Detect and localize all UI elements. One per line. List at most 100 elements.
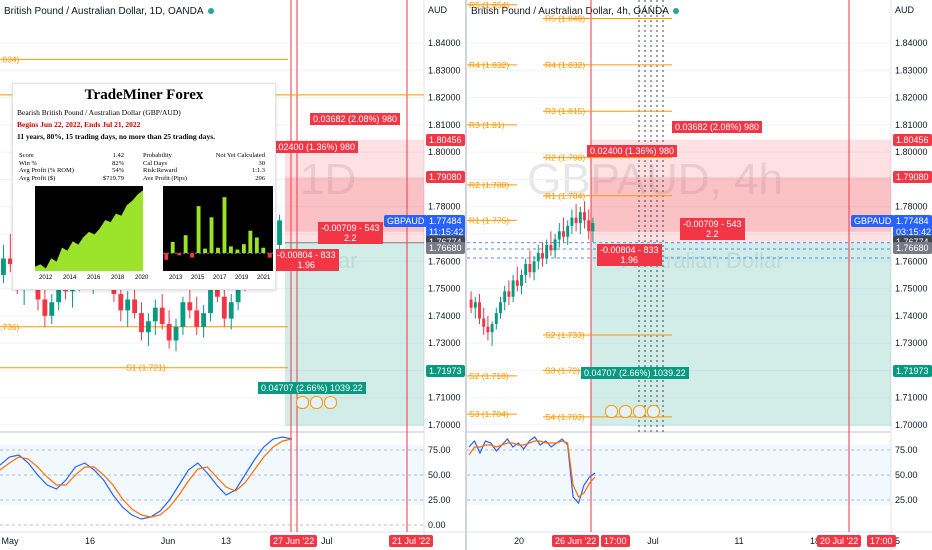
bar-mark <box>248 230 253 254</box>
price-tick-label: 1.80000 <box>895 147 928 157</box>
pivot-label: S3 (1.72) <box>545 365 580 375</box>
candle-body <box>277 220 282 245</box>
measurement-label: 0.02400 (1.36%) 980 <box>587 145 678 157</box>
bar-mark <box>164 253 169 260</box>
bar-mark <box>216 247 220 254</box>
candle-body <box>166 324 172 341</box>
symbol-title: British Pound / Australian Dollar, 4h, O… <box>471 6 669 17</box>
pivot-label: .736) <box>0 322 20 332</box>
bar-mark <box>229 246 233 254</box>
time-tag: 20 Jul '22 <box>817 535 862 547</box>
flag-icon[interactable] <box>633 405 646 418</box>
price-tag: GBPAUD <box>384 214 428 227</box>
stoch-k-line <box>0 436 293 520</box>
stoch-band <box>0 445 424 505</box>
price-tick-label: 1.82000 <box>428 93 461 103</box>
price-tick-label: 1.75000 <box>895 284 928 294</box>
stat-key: Score <box>19 152 34 159</box>
measurement-value: 0.03682 (2.08%) 980 <box>675 122 760 132</box>
flag-icon[interactable] <box>619 405 632 418</box>
flag-icon[interactable] <box>310 396 323 409</box>
event-icons[interactable] <box>605 405 661 418</box>
price-tag: 1.77484 <box>893 214 932 227</box>
stat-row: Win % 82% <box>19 160 127 168</box>
candle-body <box>499 302 502 314</box>
stat-key: Win % <box>19 159 37 167</box>
price-tick-label: 1.83000 <box>895 65 928 75</box>
flag-icon[interactable] <box>296 396 309 409</box>
flag-icon[interactable] <box>324 396 337 409</box>
candle-body <box>145 321 151 333</box>
candle-body <box>583 212 586 221</box>
bar-mark <box>190 253 195 258</box>
stat-key: Probability <box>143 152 172 159</box>
candle-body <box>486 326 490 333</box>
measurement-value: 0.02400 (1.36%) 980 <box>271 142 356 152</box>
time-tick-label: 18 <box>810 536 820 546</box>
candle-body <box>562 231 565 237</box>
stoch-d-line <box>468 440 596 498</box>
price-tick-label: 1.84000 <box>895 38 928 48</box>
time-tag: Jul <box>321 536 333 546</box>
measurement-ratio: 2.2 <box>706 229 719 239</box>
price-tick-label: 1.75000 <box>428 284 461 294</box>
stat-row: Score 1.42 <box>19 152 127 160</box>
chart-panel-4h[interactable]: British Pound / Australian Dollar, 4h, O… <box>467 0 932 550</box>
price-tag: 1.76680 <box>426 241 465 254</box>
stat-value: $719.79 <box>102 174 124 182</box>
card-line3: 11 years, 80%, 15 trading days, no more … <box>17 132 216 141</box>
flag-icon[interactable] <box>647 405 660 418</box>
flag-icon[interactable] <box>605 405 618 418</box>
stats-left: Score 1.42 Win % 82% Avg Profit (% ROM) 54% Av… <box>19 152 127 182</box>
candle-body <box>473 302 477 308</box>
candle-body <box>1 258 6 275</box>
measurement-label: 0.04707 (2.66%) 1039.22 <box>581 367 689 379</box>
bar-mark <box>261 247 266 254</box>
price-tick-label: 1.73000 <box>428 338 461 348</box>
stat-row: Probability Not Yet Calculated <box>143 152 268 160</box>
pivot-label: R5 (1.849) <box>545 13 585 23</box>
bar-year-label: 2017 <box>213 275 227 281</box>
stat-row: Avg Profit ($) $719.79 <box>19 175 127 183</box>
price-tick-label: 1.71000 <box>428 393 461 403</box>
bar-mark <box>196 206 201 254</box>
time-tag: 17:00 <box>601 535 630 547</box>
candle-body <box>553 239 557 251</box>
price-tag: 1.80456 <box>893 133 932 146</box>
candle-body <box>591 223 595 232</box>
candle-body <box>557 231 561 240</box>
pivot-label: S2 (1.733) <box>545 330 585 340</box>
stat-value: 1:1.3 <box>251 167 265 174</box>
candle-body <box>578 212 582 224</box>
bar-mark <box>170 241 175 254</box>
pivot-label: S2 (1.718) <box>469 371 509 381</box>
chart-panel-daily[interactable]: British Pound / Australian Dollar, 1D, O… <box>0 0 465 550</box>
time-tick-label: 16 <box>85 536 95 546</box>
candle-body <box>482 318 486 327</box>
candle-body <box>469 299 473 308</box>
stat-value: Not Yet Calculated <box>215 152 265 159</box>
measurement-label: -0.00804 - 833 1.96 <box>274 249 339 271</box>
stoch-tick-label: 25.00 <box>428 495 451 505</box>
candle-body <box>194 310 200 327</box>
measurement-value: 0.04707 (2.66%) 1039.22 <box>584 368 686 378</box>
event-icons[interactable] <box>296 396 338 409</box>
currency-label: AUD <box>428 5 448 15</box>
price-chart-4h[interactable]: 1.84000 1.83000 1.82000 1.81000 1.80000 1.790… <box>467 0 932 550</box>
stat-key: Cal Days <box>143 159 168 167</box>
candle-body <box>180 302 186 327</box>
candle-body <box>228 302 234 319</box>
pivot-label: R1 (1.784) <box>545 191 585 201</box>
time-tag: 26 Jun '22 <box>552 535 600 547</box>
stat-key: Avg Profit ($) <box>19 174 56 182</box>
bar-mark <box>183 235 188 254</box>
panel-divider[interactable] <box>465 0 467 550</box>
take-profit-zone <box>285 242 424 426</box>
price-tick-label: 1.74000 <box>428 311 461 321</box>
pivot-label: S3 (1.704) <box>469 409 509 419</box>
candle-body <box>570 217 574 226</box>
time-tag: 21 Jul '22 <box>389 535 434 547</box>
candle-body <box>587 220 591 232</box>
price-tag: 1.80456 <box>426 133 465 146</box>
candle-body <box>520 274 523 286</box>
